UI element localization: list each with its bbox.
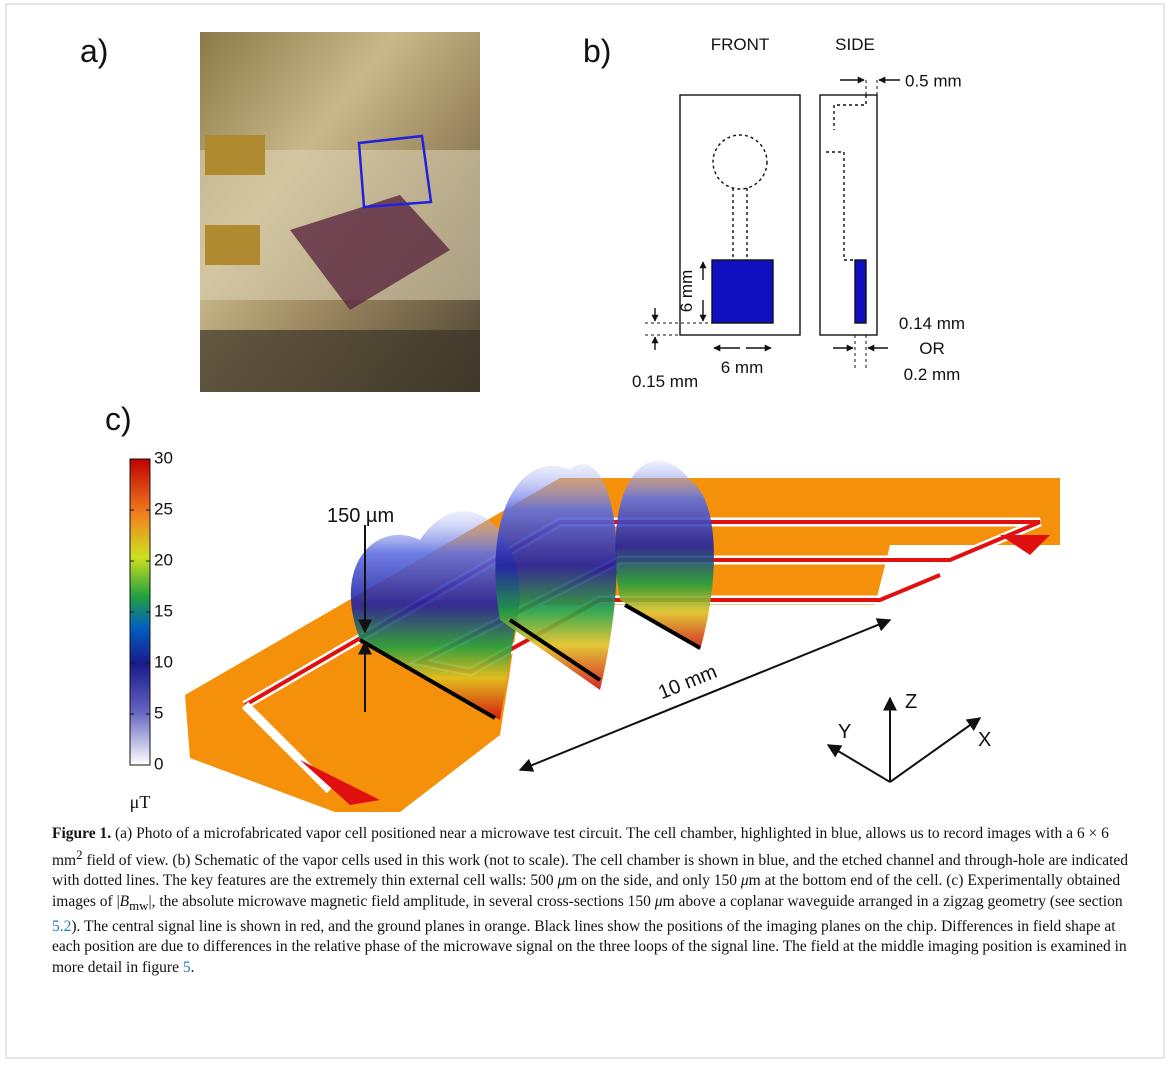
dimension-label: 0.2 mm — [904, 365, 961, 384]
dimension-label: 0.14 mm — [899, 314, 965, 333]
view-label: FRONT — [711, 35, 770, 54]
caption-text: ). The central signal line is shown in r… — [52, 917, 1127, 976]
caption-label: Figure 1. — [52, 825, 112, 842]
section-link[interactable]: 5.2 — [52, 917, 72, 935]
caption-text: |, the absolute microwave magnetic field… — [148, 892, 655, 910]
panel-label: c) — [105, 401, 132, 437]
axis-label: Y — [838, 721, 851, 743]
axis-label: Z — [905, 691, 917, 713]
colorbar-tick-label: 25 — [154, 499, 173, 518]
colorbar-tick-label: 0 — [154, 754, 163, 773]
caption-text: (a) Photo of a microfabricated vapor cel… — [52, 825, 1109, 869]
caption-text: m on the side, and only 150 — [565, 872, 741, 890]
caption-text: m at the bottom end of the cell. (c) Exp… — [52, 872, 1121, 910]
panel-label: b) — [583, 33, 611, 69]
caption-text: μ — [557, 872, 566, 890]
caption-text: mw — [129, 898, 149, 914]
colorbar-unit: μT — [130, 792, 151, 812]
view-label: SIDE — [835, 35, 875, 54]
colorbar-tick-label: 15 — [154, 601, 173, 620]
annotation: 10 mm — [655, 661, 720, 704]
caption-text: B — [119, 892, 130, 910]
dimension-label: 6 mm — [677, 270, 696, 313]
schematic — [645, 76, 900, 370]
annotation-arrows — [358, 525, 982, 783]
colorbar-tick-label: 5 — [154, 703, 163, 722]
caption-text: m above a coplanar waveguide arranged in… — [662, 892, 1123, 910]
axis-label: X — [978, 729, 991, 751]
caption-text: μ — [740, 872, 749, 890]
caption-text: . — [190, 958, 195, 976]
dimension-label: 0.5 mm — [905, 71, 962, 90]
figure-frame — [5, 3, 1165, 1059]
annotation: 150 µm — [327, 505, 394, 527]
colorbar-tick-label: 30 — [154, 448, 173, 467]
caption-text: field of view. (b) Schematic of the vapo… — [52, 851, 1129, 890]
caption-text: 2 — [76, 846, 83, 862]
caption-text: μ — [654, 892, 663, 910]
dimension-label: 6 mm — [721, 358, 764, 377]
photo — [200, 32, 480, 392]
colorbar-tick-label: 10 — [154, 652, 173, 671]
panel-label: a) — [80, 33, 108, 69]
colorbar-tick-label: 20 — [154, 550, 173, 569]
figure-link[interactable]: 5 — [182, 958, 191, 976]
dimension-label: 0.15 mm — [632, 372, 698, 391]
caption: Figure 1. (a) Photo of a microfabricated… — [52, 824, 1132, 978]
dimension-label: OR — [919, 339, 945, 358]
